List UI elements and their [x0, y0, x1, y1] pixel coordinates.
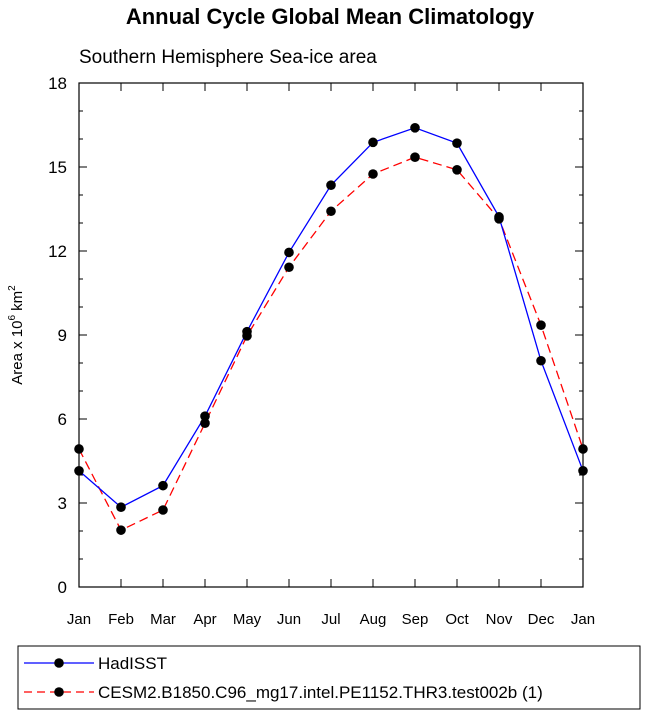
legend-label-cesm: CESM2.B1850.C96_mg17.intel.PE1152.THR3.t…: [98, 683, 543, 702]
series-1-point: [452, 165, 462, 175]
x-tick-label: Jun: [277, 611, 301, 628]
y-tick-label: 15: [48, 158, 67, 177]
series-layer: [74, 123, 588, 535]
legend-box: [17, 645, 641, 710]
series-0-point: [326, 180, 336, 190]
chart-title: Annual Cycle Global Mean Climatology: [126, 4, 535, 29]
series-0-point: [158, 480, 168, 491]
y-tick-label: 18: [48, 74, 67, 93]
x-tick-label: Jan: [571, 611, 595, 628]
series-0-point: [452, 138, 462, 148]
series-1-point: [116, 525, 126, 535]
legend: HadISST CESM2.B1850.C96_mg17.intel.PE115…: [17, 645, 641, 710]
y-tick-label: 9: [58, 326, 67, 345]
series-0-point: [116, 502, 126, 512]
x-tick-label: Aug: [360, 611, 387, 628]
series-1-point: [368, 169, 378, 179]
axis-ticks: 0 3 6 9 12 15 18 Jan Feb Mar Apr May Jun Jul Aug Sep Oct…: [48, 74, 595, 628]
y-tick-label: 12: [48, 242, 67, 261]
x-tick-label: Feb: [108, 611, 134, 628]
x-tick-label: Apr: [193, 611, 216, 628]
y-axis-label-base: Area x 10: [9, 321, 26, 385]
y-tick-label: 6: [58, 410, 67, 429]
y-tick-label: 3: [58, 494, 67, 513]
y-axis-label: Area x 106 km2: [7, 285, 26, 385]
y-tick-label: 0: [58, 578, 67, 597]
chart-subtitle: Southern Hemisphere Sea-ice area: [79, 47, 377, 68]
x-tick-label: Dec: [528, 611, 555, 628]
x-tick-label: Jul: [321, 611, 340, 628]
series-1-point: [326, 206, 336, 217]
series-0-point: [242, 326, 252, 337]
series-0-point: [410, 123, 420, 133]
x-tick-label: Jan: [67, 611, 91, 628]
series-1-point: [536, 320, 546, 331]
series-0-point: [368, 137, 378, 148]
series-0-point: [284, 247, 294, 258]
x-tick-label: Nov: [486, 611, 513, 628]
x-tick-label: Oct: [445, 611, 469, 628]
series-1-point: [284, 262, 294, 273]
plot-frame: [78, 82, 584, 588]
y-axis-label-exp2: 2: [7, 285, 18, 291]
x-tick-label: May: [233, 611, 262, 628]
y-axis-label-exp1: 6: [7, 315, 18, 321]
series-0-point: [494, 212, 504, 222]
series-1-point: [410, 152, 420, 162]
series-0-point: [536, 355, 546, 366]
legend-marker-cesm: [54, 687, 64, 697]
legend-marker-hadisst: [54, 658, 64, 668]
legend-label-hadisst: HadISST: [98, 654, 167, 673]
x-tick-label: Mar: [150, 611, 176, 628]
x-tick-label: Sep: [402, 611, 429, 628]
series-1-point: [200, 418, 210, 429]
series-0-point: [200, 411, 210, 422]
series-1-point: [158, 505, 168, 515]
y-axis-label-unit: km: [9, 291, 26, 315]
